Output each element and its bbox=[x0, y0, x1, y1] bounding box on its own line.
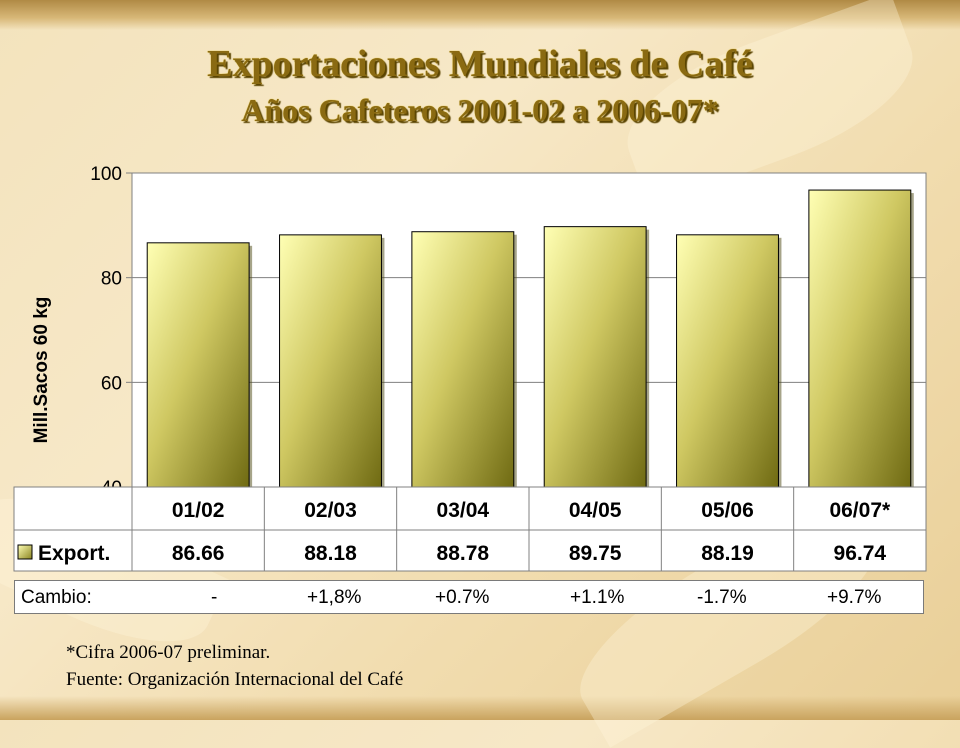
bar-01/02 bbox=[146, 242, 250, 488]
y-axis-label: Mill.Sacos 60 kg bbox=[31, 296, 52, 444]
cambio-value: +9.7% bbox=[827, 587, 882, 608]
x-tick-label: 02/03 bbox=[304, 499, 357, 522]
y-axis-ticks: 406080100 bbox=[90, 164, 132, 499]
cambio-label: Cambio: bbox=[21, 587, 92, 608]
bar-02/03 bbox=[279, 234, 382, 488]
cambio-value: - bbox=[211, 587, 218, 608]
cambio-value: -1.7% bbox=[697, 587, 747, 608]
data-label: 88.78 bbox=[437, 542, 490, 565]
cambio-row: Cambio: - +1,8% +0.7% +1.1% -1.7% +9.7% bbox=[14, 580, 924, 614]
plot-area bbox=[131, 172, 927, 488]
data-label: 88.19 bbox=[701, 542, 754, 565]
bar-05/06 bbox=[676, 234, 779, 488]
bars bbox=[146, 189, 914, 488]
x-tick-label: 06/07* bbox=[829, 499, 891, 522]
legend-swatch bbox=[17, 544, 33, 560]
footnote-preliminary: *Cifra 2006-07 preliminar. bbox=[66, 642, 271, 663]
x-tick-label: 04/05 bbox=[569, 499, 622, 522]
cambio-value: +1.1% bbox=[570, 587, 625, 608]
y-tick-label: 60 bbox=[101, 373, 122, 394]
y-tick-label: 100 bbox=[90, 164, 122, 185]
footnote-source: Fuente: Organización Internacional del C… bbox=[66, 669, 404, 690]
x-tick-label: 03/04 bbox=[437, 499, 490, 522]
table-frame bbox=[13, 486, 927, 572]
data-label: 86.66 bbox=[172, 542, 225, 565]
bar-03/04 bbox=[411, 231, 515, 488]
data-table: 01/02 02/03 03/04 04/05 05/06 06/07* 86.66 88.1… bbox=[13, 486, 927, 572]
cambio-value: +1,8% bbox=[307, 587, 362, 608]
legend-label: Export. bbox=[38, 542, 110, 565]
top-band bbox=[0, 0, 960, 30]
chart-title: Exportaciones Mundiales de Café bbox=[207, 43, 753, 85]
cambio-value: +0.7% bbox=[435, 587, 490, 608]
bar-06/07* bbox=[808, 189, 912, 488]
bottom-band bbox=[0, 696, 960, 720]
data-label: 88.18 bbox=[304, 542, 357, 565]
bar-chart: 406080100 01/0202/0303/0404/0505/0606/07… bbox=[13, 164, 927, 572]
chart-subtitle: Años Cafeteros 2001-02 a 2006-07* bbox=[241, 92, 719, 128]
data-label: 89.75 bbox=[569, 542, 622, 565]
x-tick-label: 05/06 bbox=[701, 499, 754, 522]
data-label: 96.74 bbox=[834, 542, 887, 565]
x-tick-label: 01/02 bbox=[172, 499, 225, 522]
y-tick-label: 80 bbox=[101, 269, 122, 290]
bar-04/05 bbox=[543, 226, 647, 488]
